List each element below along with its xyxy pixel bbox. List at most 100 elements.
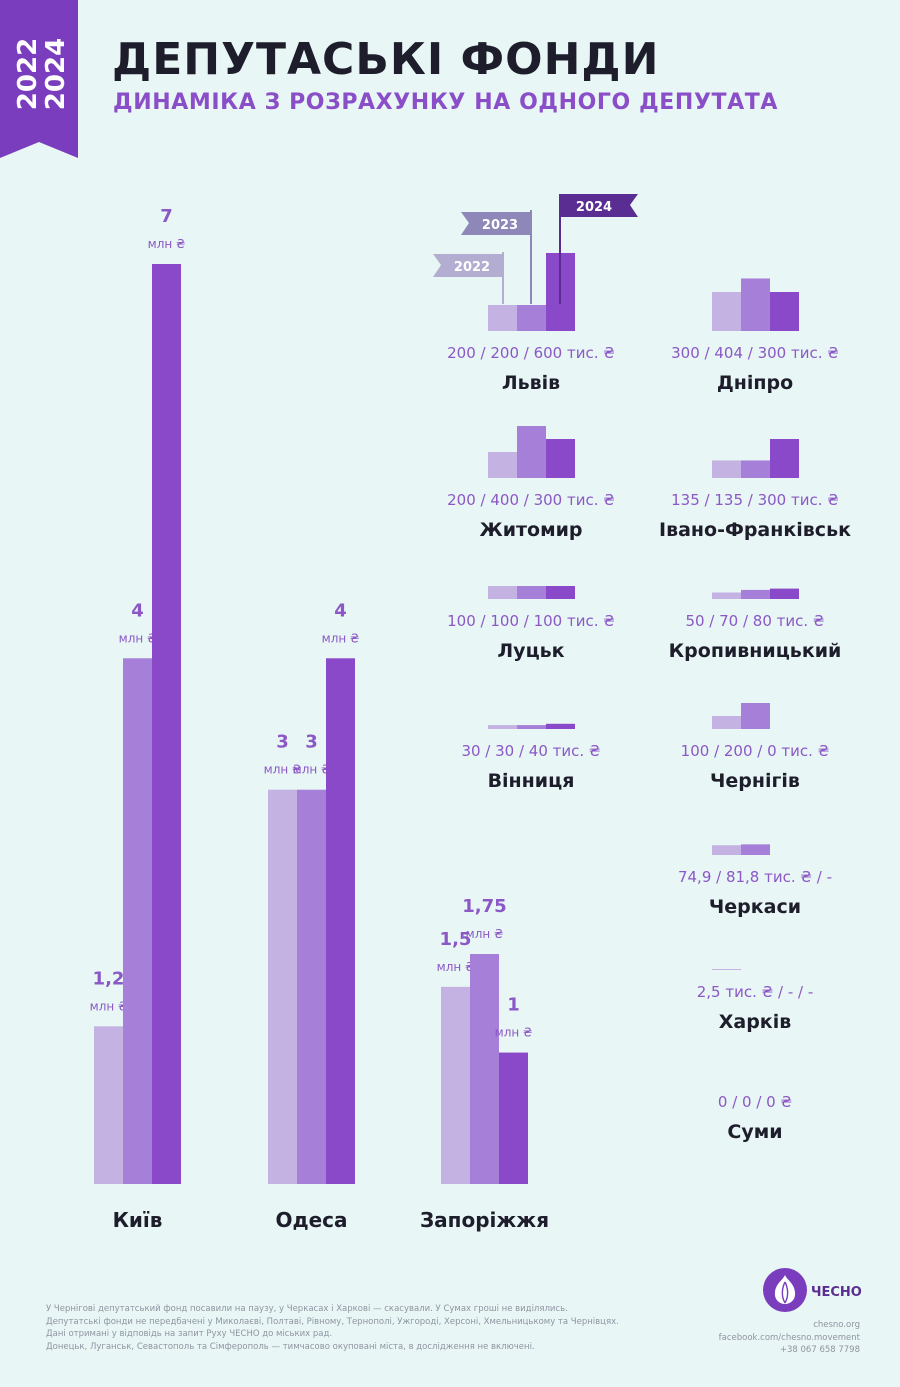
- facebook-link[interactable]: facebook.com/chesno.movement: [718, 1332, 860, 1343]
- city-label: Київ: [113, 1208, 163, 1232]
- phone-number: +38 067 658 7798: [779, 1345, 860, 1356]
- city-label: Вінниця: [488, 770, 575, 792]
- bar-2023: [741, 589, 770, 599]
- city-label: Черкаси: [709, 896, 801, 918]
- bar-2022: [268, 789, 297, 1184]
- footnotes: У Чернігові депутатський фонд посавили н…: [46, 1303, 619, 1353]
- city-label: Львів: [502, 372, 560, 394]
- unit-label: млн ₴: [495, 1026, 533, 1040]
- value-label: 200 / 200 / 600 тис. ₴: [447, 344, 615, 362]
- legend-year: 2022: [454, 260, 490, 275]
- value-label: 1,2: [93, 968, 125, 989]
- value-label: 200 / 400 / 300 тис. ₴: [447, 491, 615, 509]
- ribbon-shape: [0, 0, 78, 158]
- bar-2022: [712, 460, 741, 478]
- bar-2022: [712, 845, 741, 855]
- legend-flag: [560, 194, 638, 217]
- city-label: Кропивницький: [669, 640, 842, 662]
- city-label: Дніпро: [717, 372, 793, 394]
- value-label: 0 / 0 / 0 ₴: [718, 1093, 792, 1111]
- legend-flag: [461, 212, 531, 235]
- bar-2024: [499, 1052, 528, 1184]
- city-label: Харків: [719, 1011, 792, 1033]
- bar-2023: [517, 586, 546, 599]
- bar-2023: [517, 305, 546, 331]
- legend-year: 2024: [576, 200, 612, 215]
- value-label: 2,5 тис. ₴ / - / -: [697, 983, 814, 1001]
- unit-label: млн ₴: [466, 927, 504, 941]
- bar-2024: [546, 723, 575, 729]
- bar-2024: [152, 264, 181, 1184]
- page-subtitle: ДИНАМІКА З РОЗРАХУНКУ НА ОДНОГО ДЕПУТАТА: [113, 90, 778, 115]
- bar-2023: [517, 426, 546, 478]
- site-link[interactable]: chesno.org: [813, 1320, 860, 1330]
- unit-label: млн ₴: [148, 237, 186, 251]
- unit-label: млн ₴: [119, 631, 157, 645]
- city-label: Суми: [727, 1121, 782, 1143]
- footnote-line: Дані отримані у відповідь на запит Руху …: [46, 1329, 333, 1340]
- city-label: Чернігів: [710, 770, 800, 792]
- bar-2023: [297, 789, 326, 1184]
- value-label: 3: [276, 732, 289, 753]
- bar-2022: [441, 986, 470, 1184]
- value-label: 50 / 70 / 80 тис. ₴: [685, 612, 824, 630]
- bar-2022: [488, 452, 517, 478]
- value-label: 1: [507, 995, 520, 1016]
- value-label: 135 / 135 / 300 тис. ₴: [671, 491, 839, 509]
- value-label: 4: [131, 600, 144, 621]
- value-label: 7: [160, 206, 173, 227]
- year-ribbon: 2022 2024: [0, 0, 78, 158]
- bar-2022: [488, 586, 517, 599]
- unit-label: млн ₴: [322, 631, 360, 645]
- value-label: 1,75: [462, 896, 506, 917]
- logo-text: ЧЕСНО: [811, 1285, 862, 1300]
- bar-2022: [712, 592, 741, 599]
- bar-2024: [546, 586, 575, 599]
- contacts: chesno.org facebook.com/chesno.movement …: [719, 1319, 860, 1357]
- bar-2023: [123, 658, 152, 1184]
- chesno-logo: ЧЕСНО: [763, 1268, 862, 1312]
- bar-2022: [712, 969, 741, 970]
- bar-2023: [741, 460, 770, 478]
- city-label: Запоріжжя: [420, 1208, 549, 1232]
- value-label: 100 / 200 / 0 тис. ₴: [681, 742, 830, 760]
- bar-2024: [770, 588, 799, 599]
- bar-2024: [770, 292, 799, 331]
- value-label: 74,9 / 81,8 тис. ₴ / -: [678, 868, 832, 886]
- value-label: 100 / 100 / 100 тис. ₴: [447, 612, 615, 630]
- bar-2023: [741, 703, 770, 729]
- bar-2022: [712, 716, 741, 729]
- city-label: Івано-Франківськ: [659, 519, 851, 541]
- page-title: ДЕПУТАСЬКІ ФОНДИ: [112, 34, 660, 85]
- bar-2024: [770, 439, 799, 478]
- bar-2024: [546, 439, 575, 478]
- unit-label: млн ₴: [437, 960, 475, 974]
- legend-year: 2023: [482, 218, 518, 233]
- garlic-icon: [774, 1275, 796, 1304]
- footnote-line: Донецьк, Луганськ, Севастополь та Сімфер…: [46, 1341, 535, 1352]
- ribbon-year-end: 2024: [41, 38, 71, 110]
- footnote-line: Депутатські фонди не передбачені у Микол…: [46, 1316, 619, 1327]
- value-label: 4: [334, 600, 347, 621]
- value-label: 1,5: [440, 929, 472, 950]
- bar-2022: [488, 725, 517, 729]
- footnote-line: У Чернігові депутатський фонд посавили н…: [46, 1304, 568, 1314]
- unit-label: млн ₴: [293, 763, 331, 777]
- value-label: 3: [305, 732, 318, 753]
- city-label: Одеса: [275, 1208, 347, 1232]
- bar-2023: [741, 278, 770, 331]
- bar-2022: [488, 305, 517, 331]
- bar-2022: [94, 1026, 123, 1184]
- city-label: Луцьк: [497, 640, 564, 662]
- bar-2022: [712, 292, 741, 331]
- unit-label: млн ₴: [264, 763, 302, 777]
- legend-flag: [433, 254, 503, 277]
- bar-2023: [517, 725, 546, 729]
- bar-2024: [326, 658, 355, 1184]
- unit-label: млн ₴: [90, 999, 128, 1013]
- value-label: 30 / 30 / 40 тис. ₴: [461, 742, 600, 760]
- bar-2023: [741, 844, 770, 855]
- ribbon-year-start: 2022: [13, 38, 43, 110]
- bar-2023: [470, 954, 499, 1184]
